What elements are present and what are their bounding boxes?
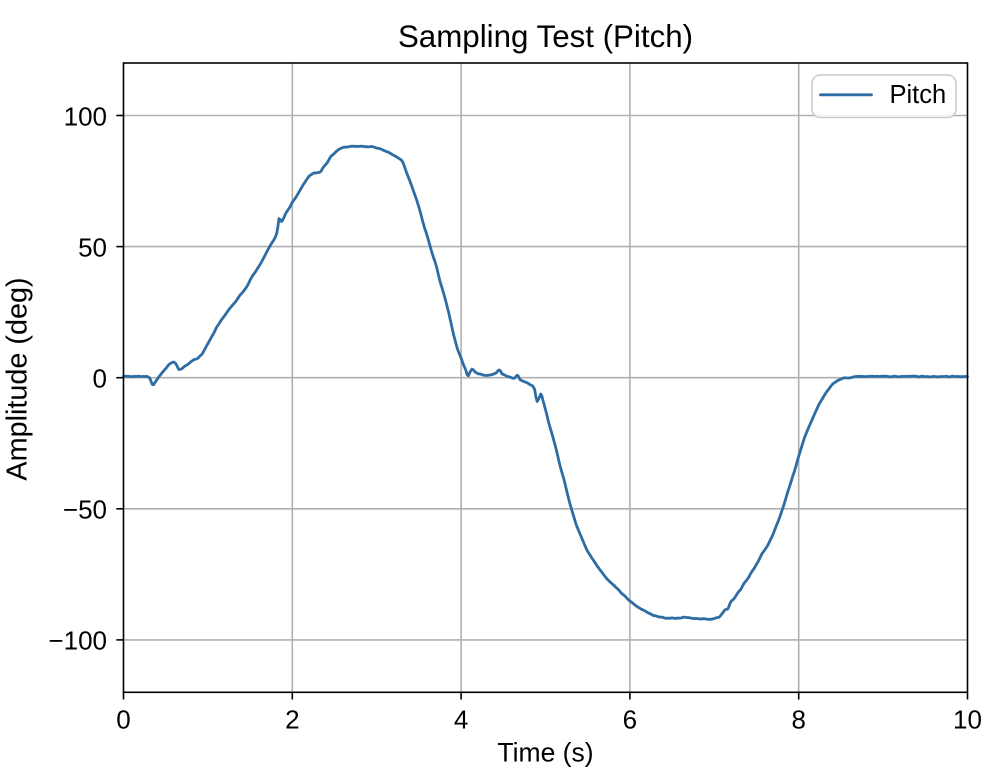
svg-text:−100: −100 — [48, 626, 107, 656]
svg-text:50: 50 — [78, 232, 107, 262]
svg-text:8: 8 — [791, 704, 805, 734]
svg-text:Pitch: Pitch — [890, 81, 947, 109]
svg-text:6: 6 — [623, 704, 637, 734]
svg-text:10: 10 — [953, 704, 982, 734]
svg-text:Sampling Test (Pitch): Sampling Test (Pitch) — [398, 19, 693, 54]
svg-text:100: 100 — [64, 101, 107, 131]
svg-text:Time (s): Time (s) — [497, 737, 593, 767]
svg-text:4: 4 — [454, 704, 468, 734]
svg-text:2: 2 — [285, 704, 299, 734]
svg-text:−50: −50 — [63, 495, 107, 525]
svg-text:0: 0 — [93, 364, 107, 394]
svg-text:Amplitude (deg): Amplitude (deg) — [1, 277, 33, 480]
svg-text:0: 0 — [116, 704, 130, 734]
